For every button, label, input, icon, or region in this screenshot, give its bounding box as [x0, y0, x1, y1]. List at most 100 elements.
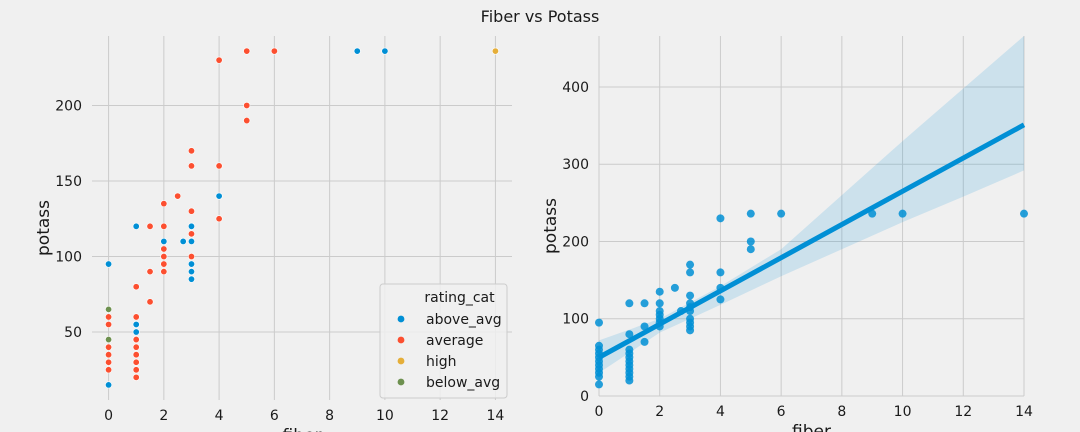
- point-average: [132, 283, 140, 291]
- regplot-point: [595, 372, 603, 381]
- legend-marker-average: [397, 336, 405, 344]
- regplot-point: [640, 299, 649, 308]
- right-chart-axes: 0 2 4 6 8 10 12 14 0 100 200 300 400 fiber potass: [541, 36, 1033, 432]
- right-chart-xtick-label: 4: [716, 404, 725, 420]
- point-average: [132, 366, 140, 374]
- point-average: [243, 117, 251, 125]
- regplot-point: [777, 209, 786, 218]
- regplot-point: [686, 260, 695, 269]
- point-above_avg: [381, 47, 389, 55]
- regplot-point: [746, 237, 755, 246]
- legend-label-below_avg: below_avg: [426, 375, 500, 391]
- left-chart-ytick-label: 100: [55, 250, 82, 266]
- point-above_avg: [187, 237, 195, 245]
- left-chart-xlabel: fiber: [283, 426, 322, 432]
- point-average: [160, 222, 168, 230]
- legend-title: rating_cat: [424, 290, 495, 306]
- regplot-point: [640, 322, 649, 331]
- regplot-point: [746, 209, 755, 218]
- point-above_avg: [132, 320, 140, 328]
- point-average: [160, 245, 168, 253]
- right-chart-ytick-label: 0: [580, 389, 589, 405]
- regplot-point: [595, 318, 603, 327]
- regplot-point: [686, 291, 695, 300]
- point-average: [187, 162, 195, 170]
- legend-label-average: average: [426, 333, 483, 349]
- point-above_avg: [187, 222, 195, 230]
- regplot-point: [625, 299, 634, 308]
- point-above_avg: [132, 328, 140, 336]
- regplot-point: [1020, 209, 1028, 218]
- left-chart-xtick-label: 12: [431, 408, 449, 424]
- point-average: [160, 268, 168, 276]
- left-chart-xtick-label: 4: [215, 408, 224, 424]
- point-high: [491, 47, 499, 55]
- point-average: [187, 230, 195, 238]
- right-chart-xlabel: fiber: [792, 422, 831, 432]
- point-average: [215, 56, 223, 64]
- legend-label-high: high: [426, 354, 457, 370]
- legend-marker-below_avg: [397, 378, 405, 386]
- legend-marker-high: [397, 357, 405, 365]
- right-chart-xtick-label: 14: [1015, 404, 1033, 420]
- right-chart-ylabel: potass: [541, 198, 561, 254]
- left-chart-ytick-label: 200: [55, 98, 82, 114]
- regplot-point: [625, 330, 634, 339]
- point-average: [132, 343, 140, 351]
- point-below_avg: [105, 305, 113, 313]
- legend-marker-above_avg: [397, 315, 405, 323]
- point-above_avg: [215, 192, 223, 200]
- regplot-point: [716, 295, 725, 304]
- regplot-point: [670, 283, 679, 292]
- point-above_avg: [105, 260, 113, 268]
- point-average: [174, 192, 182, 200]
- point-average: [187, 253, 195, 261]
- point-above_avg: [187, 260, 195, 268]
- left-chart-xtick-label: 8: [325, 408, 334, 424]
- regplot-point: [716, 214, 725, 223]
- left-chart-ylabel: potass: [34, 200, 54, 256]
- regression-line: [597, 122, 1026, 360]
- left-chart-xtick-label: 6: [270, 408, 279, 424]
- point-average: [132, 313, 140, 321]
- point-average: [105, 366, 113, 374]
- point-average: [215, 162, 223, 170]
- regplot-point: [686, 326, 695, 335]
- regplot-point: [595, 380, 603, 389]
- right-chart-xtick-label: 6: [777, 404, 786, 420]
- point-average: [146, 222, 154, 230]
- point-above_avg: [353, 47, 361, 55]
- point-average: [215, 215, 223, 223]
- right-chart-ytick-label: 200: [562, 234, 589, 250]
- point-above_avg: [187, 268, 195, 276]
- regplot-point: [640, 337, 649, 346]
- right-chart-xtick-label: 12: [954, 404, 972, 420]
- point-average: [270, 47, 278, 55]
- point-average: [105, 320, 113, 328]
- regplot-point: [898, 209, 907, 218]
- right-chart-ytick-label: 100: [562, 312, 589, 328]
- point-average: [105, 351, 113, 359]
- point-average: [160, 260, 168, 268]
- point-below_avg: [105, 336, 113, 344]
- point-above_avg: [160, 237, 168, 245]
- point-average: [105, 343, 113, 351]
- regplot-point: [655, 299, 664, 308]
- right-chart-xtick-label: 8: [837, 404, 846, 420]
- point-average: [187, 147, 195, 155]
- figure-title: Fiber vs Potass: [480, 7, 600, 26]
- left-chart-points: [105, 47, 499, 389]
- right-chart-xtick-label: 10: [894, 404, 912, 420]
- regplot-point: [746, 245, 755, 254]
- left-chart-xtick-label: 14: [487, 408, 505, 424]
- point-above_avg: [179, 237, 187, 245]
- right-chart-xtick-label: 2: [655, 404, 664, 420]
- left-chart-axes: 0 2 4 6 8 10 12 14 50 100 150 200 fiber potass: [34, 36, 512, 432]
- point-average: [132, 336, 140, 344]
- point-above_avg: [132, 222, 140, 230]
- point-average: [243, 101, 251, 109]
- point-above_avg: [187, 275, 195, 283]
